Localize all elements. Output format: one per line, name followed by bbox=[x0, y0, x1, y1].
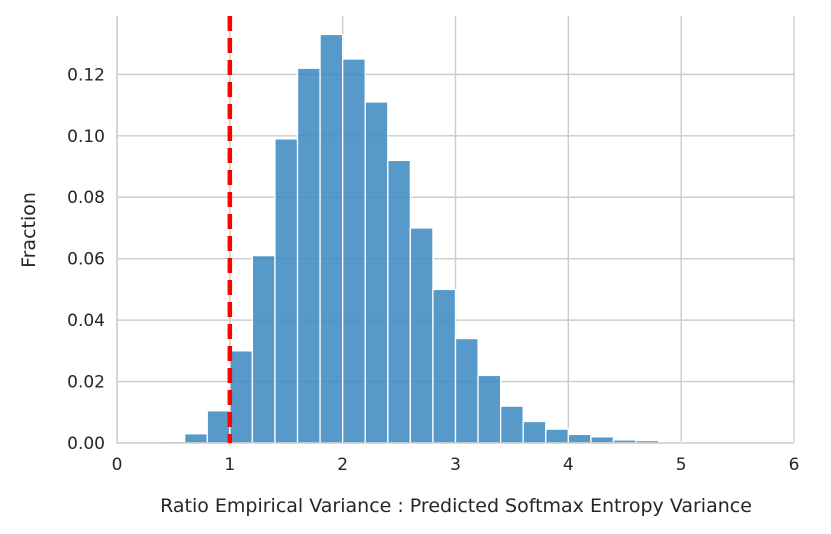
x-tick-label: 1 bbox=[224, 455, 235, 475]
x-tick-label: 3 bbox=[450, 455, 461, 475]
x-axis-label: Ratio Empirical Variance : Predicted Sof… bbox=[160, 495, 752, 517]
y-tick-label: 0.06 bbox=[67, 250, 105, 270]
histogram-bar bbox=[206, 410, 231, 444]
histogram-bar bbox=[296, 67, 321, 444]
histogram-bar bbox=[454, 337, 479, 444]
histogram-bar bbox=[545, 428, 569, 444]
x-tick-label: 5 bbox=[676, 455, 687, 475]
y-tick-label: 0.04 bbox=[67, 311, 105, 331]
histogram-bar bbox=[409, 227, 434, 444]
y-tick-label: 0.12 bbox=[67, 65, 105, 85]
histogram-bar bbox=[522, 420, 547, 444]
histogram-bar bbox=[251, 254, 276, 444]
y-tick-labels: 0.00 0.02 0.04 0.06 0.08 0.10 0.12 bbox=[67, 65, 105, 454]
histogram-bar bbox=[319, 33, 344, 444]
histogram-bar bbox=[184, 433, 208, 444]
y-tick-label: 0.00 bbox=[67, 434, 105, 454]
histogram-bar bbox=[274, 138, 299, 444]
histogram-bar bbox=[342, 58, 366, 444]
x-tick-label: 4 bbox=[563, 455, 574, 475]
histogram-bar bbox=[229, 350, 254, 444]
axes bbox=[116, 16, 794, 444]
histogram-bar bbox=[364, 101, 389, 444]
x-tick-labels: 0 1 2 3 4 5 6 bbox=[112, 455, 800, 475]
x-tick-label: 0 bbox=[112, 455, 123, 475]
y-tick-label: 0.10 bbox=[67, 127, 105, 147]
histogram-bar bbox=[432, 288, 457, 444]
y-axis-label: Fraction bbox=[18, 192, 40, 268]
histogram-bar bbox=[567, 433, 592, 444]
histogram-bar bbox=[387, 159, 412, 444]
histogram-bar bbox=[499, 405, 524, 444]
x-tick-label: 2 bbox=[337, 455, 348, 475]
histogram-bars bbox=[161, 33, 795, 444]
histogram-bar bbox=[590, 436, 615, 444]
histogram-bar bbox=[477, 374, 502, 444]
y-tick-label: 0.08 bbox=[67, 188, 105, 208]
x-tick-label: 6 bbox=[789, 455, 800, 475]
y-tick-label: 0.02 bbox=[67, 373, 105, 393]
